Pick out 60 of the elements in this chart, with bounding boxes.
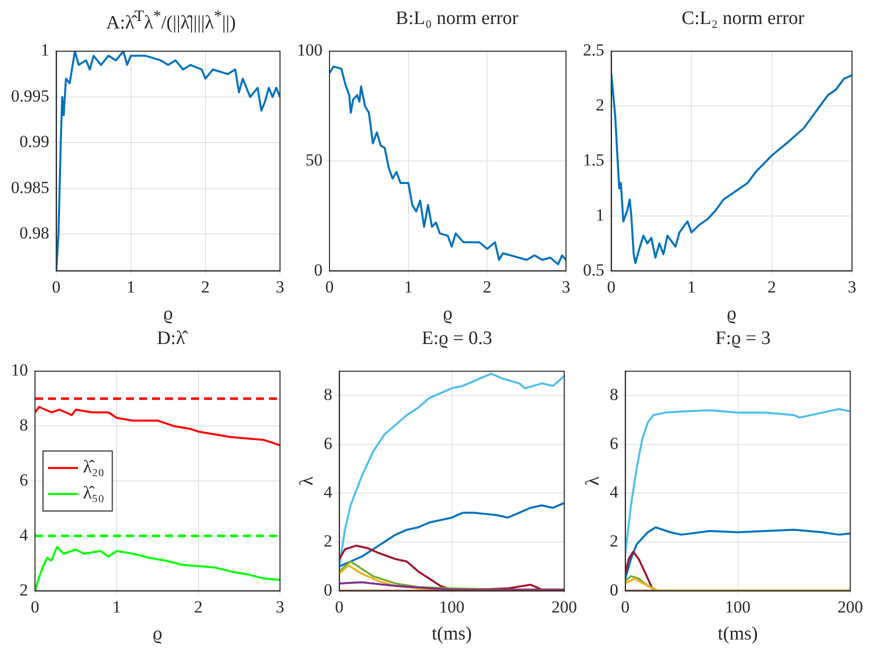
x-tick-label: 3 xyxy=(562,277,570,296)
y-tick-label: 1 xyxy=(40,40,50,60)
x-axis-title: ϱ xyxy=(726,304,736,325)
y-tick-label: 0.5 xyxy=(583,260,604,280)
y-tick-label: 0 xyxy=(314,260,322,280)
chart-title: D:λ̂ xyxy=(156,328,189,351)
x-tick-label: 200 xyxy=(552,597,577,616)
x-tick-label: 2 xyxy=(768,277,776,296)
y-axis-title: λ xyxy=(582,476,604,486)
x-axis-title: ϱ xyxy=(442,304,453,325)
y-tick-label: 8 xyxy=(610,385,618,404)
y-tick-label: 0.985 xyxy=(11,178,50,197)
y-tick-label: 4 xyxy=(324,482,333,502)
x-tick-label: 2 xyxy=(194,597,203,616)
x-axis-title: t(ms) xyxy=(718,624,758,645)
y-tick-label: 4 xyxy=(20,525,28,544)
chart-title: B:L₀ norm error xyxy=(394,8,520,31)
y-tick-label: 6 xyxy=(20,470,28,490)
y-tick-label: 1 xyxy=(596,205,604,224)
y-tick-label: 6 xyxy=(610,434,618,453)
y-tick-label: 100 xyxy=(297,40,322,60)
y-tick-label: 8 xyxy=(324,385,332,404)
y-tick-label: 2 xyxy=(596,96,604,115)
y-tick-label: 0.98 xyxy=(20,224,50,243)
x-axis-title: t(ms) xyxy=(432,624,472,645)
y-tick-label: 2 xyxy=(324,531,332,550)
x-tick-label: 3 xyxy=(276,597,284,616)
y-axis-title: λ xyxy=(296,476,318,486)
y-tick-label: 0 xyxy=(324,580,332,600)
x-tick-label: 100 xyxy=(725,597,751,616)
y-tick-label: 6 xyxy=(324,434,332,453)
x-tick-label: 1 xyxy=(404,277,413,296)
x-axis-title: ϱ xyxy=(163,304,173,325)
y-tick-label: 2 xyxy=(20,580,28,600)
chart-title: C:L₂ norm error xyxy=(680,8,806,31)
y-tick-label: 0.99 xyxy=(20,132,50,152)
chart-title: F:ϱ = 3 xyxy=(714,328,772,351)
y-tick-label: 4 xyxy=(610,482,619,502)
x-tick-label: 100 xyxy=(439,597,465,616)
x-axis-title: ϱ xyxy=(152,624,162,645)
y-tick-label: 8 xyxy=(20,416,28,435)
x-tick-label: 1 xyxy=(126,277,136,296)
x-tick-label: 2 xyxy=(201,277,210,296)
y-tick-label: 2.5 xyxy=(583,40,604,60)
x-tick-label: 1 xyxy=(687,277,696,296)
legend-label: λ̂₅₀ xyxy=(83,482,104,503)
y-tick-label: 2 xyxy=(610,531,618,550)
x-tick-label: 200 xyxy=(838,597,863,616)
y-tick-label: 0.995 xyxy=(11,86,50,106)
y-tick-label: 50 xyxy=(306,150,322,170)
chart-title: A:λ̂$^{T}$λ$^{*}$/(||λ̂||||λ$^{*}$||) xyxy=(105,8,237,36)
x-tick-label: 3 xyxy=(848,277,856,296)
legend-label: λ̂₂₀ xyxy=(83,456,104,477)
y-tick-label: 1.5 xyxy=(583,150,604,170)
chart-title: E:ϱ = 0.3 xyxy=(420,328,494,351)
x-tick-label: 2 xyxy=(482,277,492,296)
x-tick-label: 3 xyxy=(276,277,284,296)
x-tick-label: 1 xyxy=(112,597,121,616)
y-tick-label: 0 xyxy=(610,580,618,600)
y-tick-label: 10 xyxy=(11,360,28,380)
